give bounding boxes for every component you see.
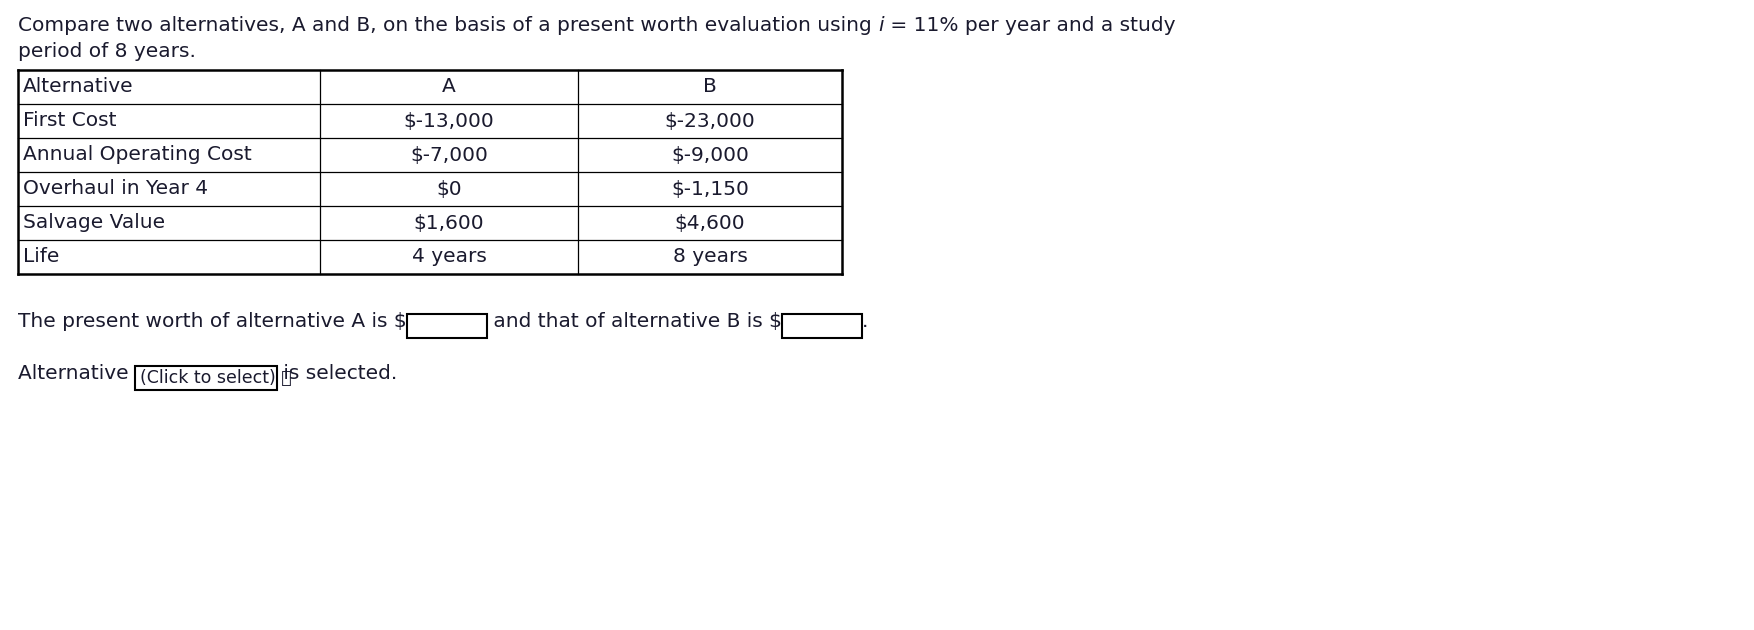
Text: B: B [703, 77, 717, 96]
Text: $-1,150: $-1,150 [672, 180, 749, 198]
Bar [135, 366, 277, 390]
Text: = 11% per year and a study: = 11% per year and a study [884, 16, 1175, 35]
Text: Alternative: Alternative [18, 364, 135, 383]
Text: 8 years: 8 years [672, 248, 747, 266]
Text: The present worth of alternative A is $: The present worth of alternative A is $ [18, 312, 407, 331]
Text: $-9,000: $-9,000 [672, 146, 749, 164]
Text: Life: Life [23, 248, 60, 266]
Text: and that of alternative B is $: and that of alternative B is $ [486, 312, 782, 331]
Bar [407, 314, 486, 338]
Text: 4 years: 4 years [412, 248, 486, 266]
Text: .: . [861, 312, 868, 331]
Text: $4,600: $4,600 [675, 214, 745, 232]
Text: $1,600: $1,600 [414, 214, 484, 232]
Text: A: A [442, 77, 456, 96]
Text: $-7,000: $-7,000 [410, 146, 488, 164]
Text: Annual Operating Cost: Annual Operating Cost [23, 146, 253, 164]
Text: Compare two alternatives, A and B, on the basis of a present worth evaluation us: Compare two alternatives, A and B, on th… [18, 16, 879, 35]
Text: i: i [879, 16, 884, 35]
Text: (Click to select) ⤵: (Click to select) ⤵ [140, 369, 291, 387]
Text: is selected.: is selected. [277, 364, 396, 383]
Text: First Cost: First Cost [23, 112, 116, 130]
Text: Salvage Value: Salvage Value [23, 214, 165, 232]
Text: period of 8 years.: period of 8 years. [18, 42, 196, 61]
Bar [782, 314, 861, 338]
Text: Alternative: Alternative [23, 77, 133, 96]
Text: $-13,000: $-13,000 [403, 112, 495, 130]
Text: $0: $0 [437, 180, 461, 198]
Text: $-23,000: $-23,000 [665, 112, 756, 130]
Text: Overhaul in Year 4: Overhaul in Year 4 [23, 180, 209, 198]
